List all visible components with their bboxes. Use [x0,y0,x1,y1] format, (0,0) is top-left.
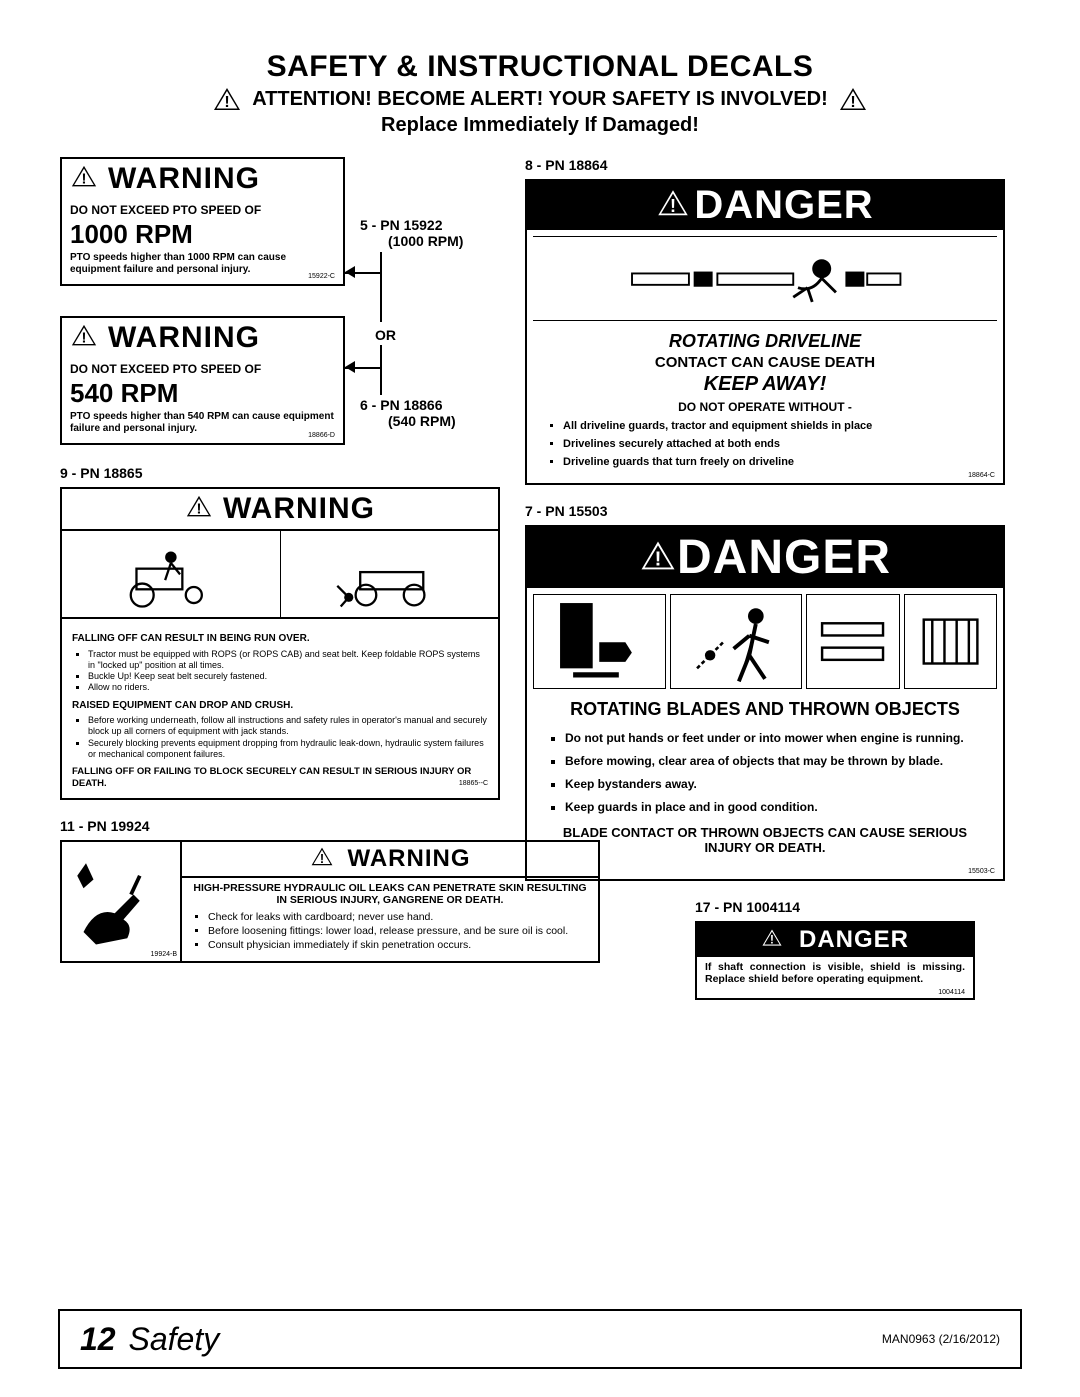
decal-code: 19924-B [151,951,177,958]
warning-triangle-icon [212,86,242,112]
doc-id: MAN0963 (2/16/2012) [882,1332,1000,1346]
rpm-desc: PTO speeds higher than 1000 RPM can caus… [70,252,335,276]
d7-footer: BLADE CONTACT OR THROWN OBJECTS CAN CAUS… [543,825,987,855]
d8-bullet: All driveline guards, tractor and equipm… [563,420,989,434]
d9-bullet: Tractor must be equipped with ROPS (or R… [88,649,488,672]
pictogram-driveline-entanglement [533,236,997,321]
rpm-subhead: DO NOT EXCEED PTO SPEED OF [70,203,335,217]
d8-line-4: DO NOT OPERATE WITHOUT - [541,400,989,414]
rpm-subhead: DO NOT EXCEED PTO SPEED OF [70,362,335,376]
danger-triangle-icon [761,928,791,952]
replace-text: Replace Immediately If Damaged! [60,114,1020,137]
pn-label-8: 8 - PN 18864 [525,157,1005,173]
decal-9-warning-falling-off: WARNING FALLING OFF CAN RESULT IN BEING … [60,487,500,800]
pn-label-7: 7 - PN 15503 [525,503,1005,519]
d8-line-2: CONTACT CAN CAUSE DEATH [541,354,989,371]
pictogram-tractor-falling [62,531,281,617]
pictogram-thrown-object [670,594,803,689]
callout-pn-5: 5 - PN 15922 (1000 RPM) [360,217,463,249]
pn-label-9: 9 - PN 18865 [60,465,500,481]
danger-triangle-icon [639,539,669,577]
pictogram-hand-injection: 19924-B [60,840,180,963]
d9-bullet: Allow no riders. [88,682,488,693]
decal-code: 1004114 [938,989,965,996]
pictogram-guard-2 [904,594,997,689]
d8-line-3: KEEP AWAY! [541,373,989,396]
decal-code: 18866-D [308,432,335,439]
pictogram-guard-1 [806,594,899,689]
decal-17-danger-shield: DANGER If shaft connection is visible, s… [695,921,975,1000]
warning-triangle-icon [838,86,868,112]
signal-word: WARNING [223,492,375,526]
signal-word: DANGER [694,183,873,228]
d9-heading-2: RAISED EQUIPMENT CAN DROP AND CRUSH. [72,700,488,713]
decal-6-warning-540rpm: WARNING DO NOT EXCEED PTO SPEED OF 540 R… [60,316,345,445]
rpm-desc: PTO speeds higher than 540 RPM can cause… [70,411,335,435]
d9-footer: FALLING OFF OR FAILING TO BLOCK SECURELY… [72,766,488,790]
d9-bullet: Securely blocking prevents equipment dro… [88,738,488,761]
page-footer: 12 Safety MAN0963 (2/16/2012) [58,1309,1022,1369]
signal-word: WARNING [108,321,260,355]
signal-word: DANGER [799,926,909,954]
decal-7-danger-rotating-blades: DANGER ROTATING BLADES AND THROWN OBJECT… [525,525,1005,881]
section-name: Safety [128,1321,219,1357]
d7-bullet: Keep bystanders away. [565,777,987,792]
d7-bullet: Keep guards in place and in good conditi… [565,800,987,815]
d7-heading: ROTATING BLADES AND THROWN OBJECTS [543,699,987,721]
danger-triangle-icon [656,188,686,222]
d9-bullet: Before working underneath, follow all in… [88,715,488,738]
callout-or: OR [375,327,396,343]
rpm-value: 1000 RPM [70,219,335,250]
d9-bullet: Buckle Up! Keep seat belt securely faste… [88,671,488,682]
page-header: SAFETY & INSTRUCTIONAL DECALS ATTENTION!… [60,50,1020,137]
warning-triangle-icon [70,164,100,193]
decal-code: 15922-C [308,273,335,280]
pictogram-tractor-crush [281,531,499,617]
signal-word: WARNING [348,845,471,873]
d9-heading-1: FALLING OFF CAN RESULT IN BEING RUN OVER… [72,633,488,646]
page-number: 12 [80,1321,116,1357]
signal-word: DANGER [677,530,891,585]
d17-body: If shaft connection is visible, shield i… [697,957,973,998]
decal-5-warning-1000rpm: WARNING DO NOT EXCEED PTO SPEED OF 1000 … [60,157,345,286]
attention-text: ATTENTION! BECOME ALERT! YOUR SAFETY IS … [252,88,828,111]
d8-bullet: Driveline guards that turn freely on dri… [563,456,989,470]
decal-code: 15503-C [968,868,995,875]
rpm-value: 540 RPM [70,378,335,409]
signal-word: WARNING [108,162,260,196]
decal-code: 18864-C [968,472,995,479]
d7-bullet: Before mowing, clear area of objects tha… [565,754,987,769]
pictogram-foot-blade [533,594,666,689]
decal-11-warning-hydraulic: 19924-B WARNING HIGH-PRESSURE HYDRAULIC … [60,840,600,963]
d7-bullet: Do not put hands or feet under or into m… [565,731,987,746]
callout-pn-6: 6 - PN 18866 (540 RPM) [360,397,456,429]
d8-bullet: Drivelines securely attached at both end… [563,438,989,452]
d8-line-1: ROTATING DRIVELINE [541,331,989,352]
decal-8-danger-driveline: DANGER ROTATING DRIVELINE CONTACT CAN CA… [525,179,1005,485]
page-title: SAFETY & INSTRUCTIONAL DECALS [60,50,1020,84]
pn-label-11: 11 - PN 19924 [60,818,500,834]
warning-triangle-icon [185,494,215,523]
pn-label-17: 17 - PN 1004114 [695,899,1005,915]
decal-code: 18865--C [459,780,488,789]
warning-triangle-icon [70,323,100,352]
warning-triangle-icon [310,846,340,872]
